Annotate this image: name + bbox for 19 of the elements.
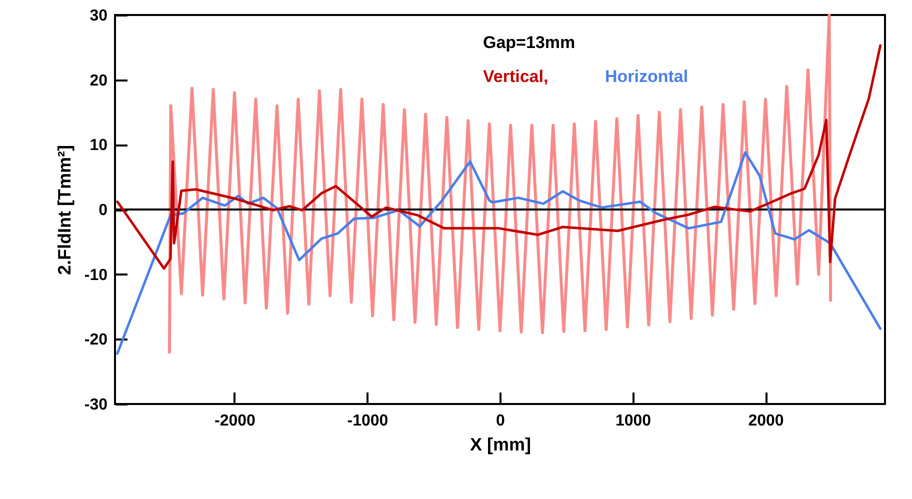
text: Horizontal	[605, 67, 688, 86]
x-tick-label: -2000	[214, 412, 256, 430]
text: Vertical,	[483, 67, 548, 86]
y-tick-label: 10	[90, 137, 108, 154]
x-axis-title: X [mm]	[470, 434, 532, 454]
y-tick-label: 20	[90, 72, 108, 90]
y-tick-label: -30	[84, 396, 108, 414]
y-axis-title: 2.FldInt [Tmm²]	[54, 145, 74, 275]
line-series	[168, 14, 832, 354]
x-tick-label: 1000	[615, 412, 652, 430]
line-series	[116, 151, 882, 355]
y-tick-label: 30	[90, 8, 108, 24]
x-tick-label: -1000	[347, 412, 388, 430]
y-tick-label: -20	[84, 332, 108, 349]
x-tick-label: 0	[496, 412, 506, 430]
x-tick-label: 2000	[748, 412, 784, 430]
y-tick-label: 0	[98, 202, 108, 219]
y-tick-label: -10	[84, 266, 108, 284]
annotation: Gap=13mm	[483, 33, 576, 52]
